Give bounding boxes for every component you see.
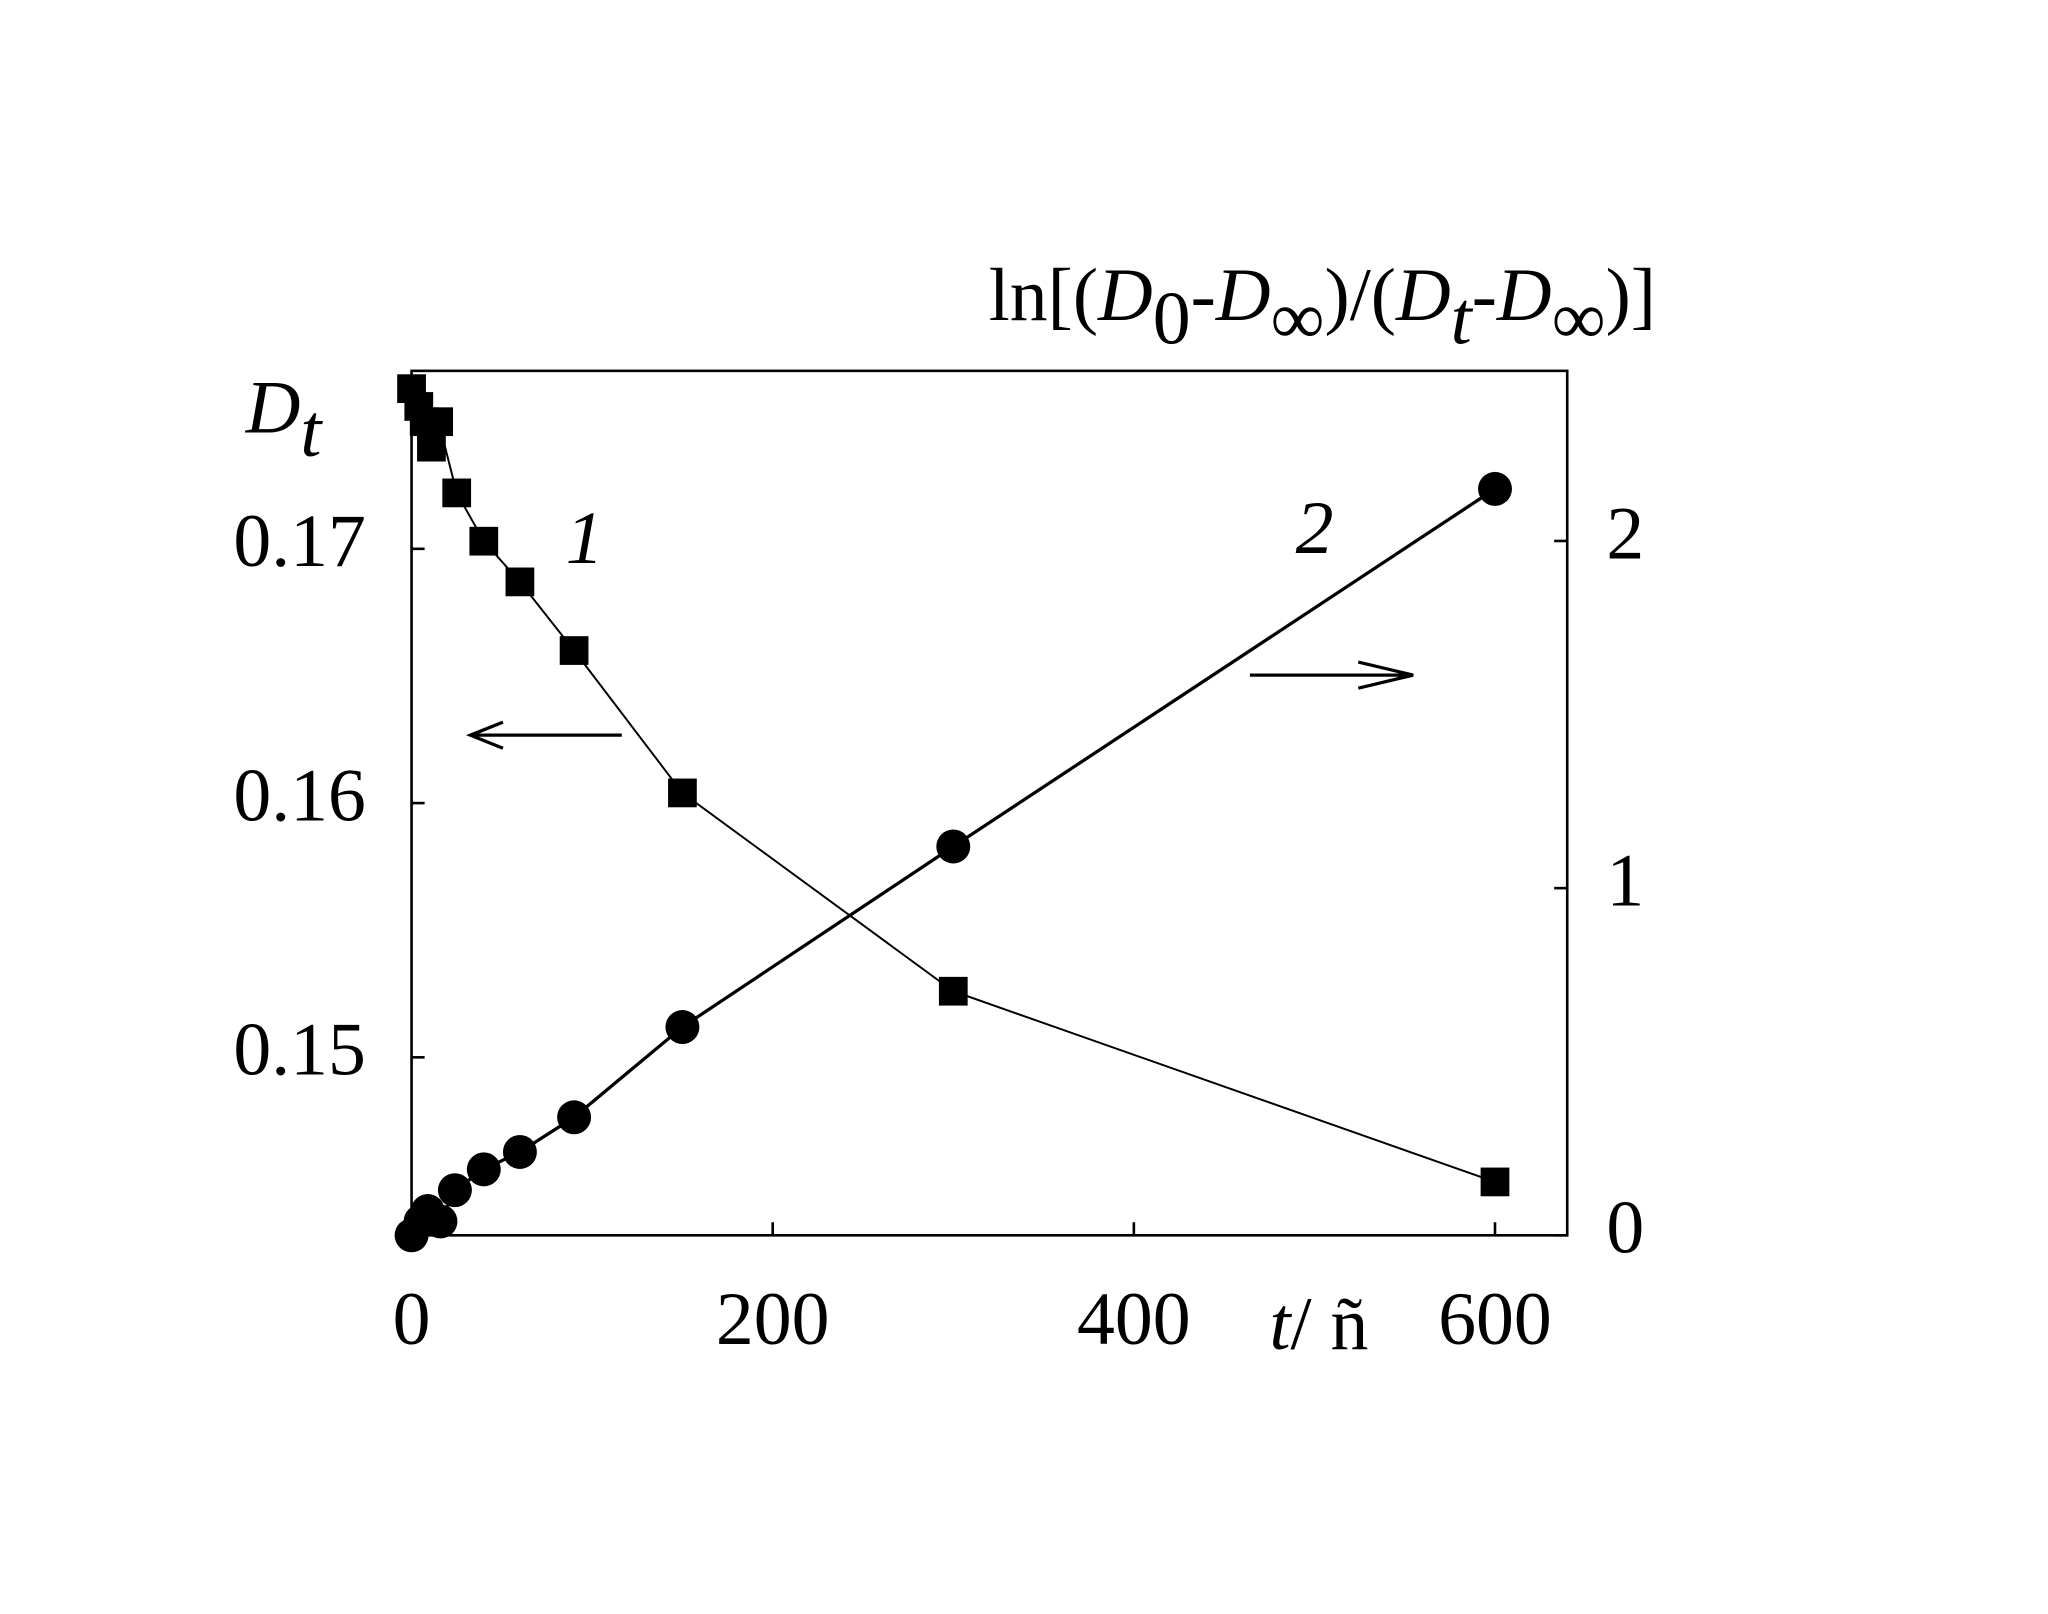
marker [442, 478, 472, 508]
label-part: D [1496, 254, 1552, 337]
label-part: t [1269, 1283, 1292, 1366]
marker [423, 1204, 458, 1239]
marker [1478, 471, 1512, 506]
arrows [465, 660, 1414, 750]
x-tick-label: 200 [716, 1278, 830, 1361]
marker [1480, 1167, 1510, 1197]
x-tick-label: 600 [1438, 1278, 1552, 1361]
marker [505, 567, 535, 597]
y-axis-label: Dt [245, 367, 324, 474]
label-part: / ñ [1291, 1283, 1369, 1366]
y2-axis-label: ln[(D0-D∞)/(Dt-D∞)] [989, 254, 1656, 361]
label-part: ∞ [1271, 278, 1325, 361]
arrow-left [465, 720, 622, 750]
label-part: - [1191, 254, 1216, 337]
marker [559, 636, 589, 665]
label-part: ln[( [989, 254, 1098, 337]
y-tick-label: 0.15 [233, 1009, 366, 1092]
y-tick-label: 0.16 [233, 754, 366, 837]
label-part: D [1395, 254, 1451, 337]
series-label: 2 [1296, 487, 1334, 570]
y2-tick-label: 1 [1606, 840, 1644, 923]
label-part: t [300, 390, 323, 473]
arrow-right [1249, 660, 1414, 690]
label-part: ∞ [1552, 278, 1606, 361]
label-part: D [1097, 254, 1153, 337]
x-tick-label: 0 [393, 1278, 431, 1361]
y2-tick-label: 0 [1606, 1187, 1644, 1270]
label-part: )] [1606, 254, 1656, 337]
x-axis-label: t/ ñ [1269, 1283, 1368, 1366]
marker [665, 1010, 700, 1044]
label-part: 0 [1153, 278, 1191, 361]
y-tick-label: 0.17 [233, 500, 366, 583]
series-label: 1 [566, 497, 604, 580]
y2-tick-label: 2 [1606, 492, 1644, 575]
marker [469, 526, 499, 556]
marker [502, 1135, 537, 1169]
label-part: D [1215, 254, 1271, 337]
label-part: )/( [1325, 254, 1396, 337]
label-part: - [1472, 254, 1497, 337]
marker [936, 829, 971, 864]
marker [668, 778, 697, 808]
marker [437, 1173, 472, 1208]
marker [557, 1100, 592, 1135]
label-part: D [245, 367, 301, 450]
marker [938, 976, 968, 1006]
marker [466, 1152, 501, 1187]
x-tick-label: 400 [1077, 1278, 1191, 1361]
marker [417, 432, 446, 462]
marker [424, 407, 454, 437]
label-part: t [1451, 278, 1474, 361]
